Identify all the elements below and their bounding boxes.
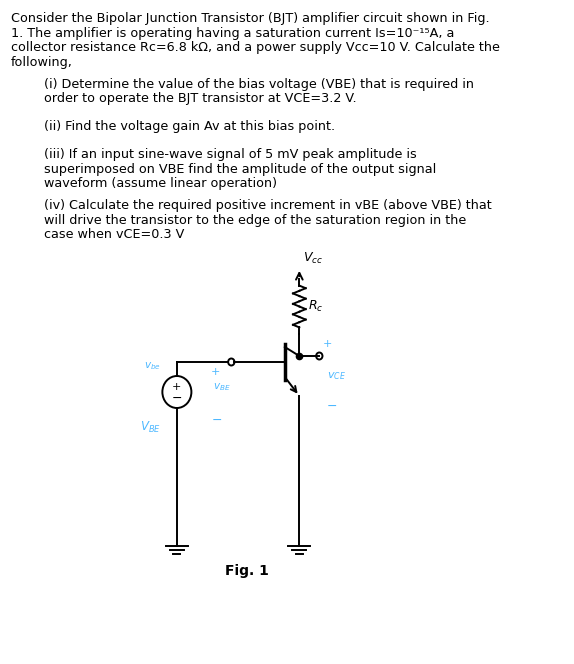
Text: (ii) Find the voltage gain Av at this bias point.: (ii) Find the voltage gain Av at this bi…: [44, 120, 335, 133]
Text: superimposed on VBE find the amplitude of the output signal: superimposed on VBE find the amplitude o…: [44, 163, 436, 175]
Circle shape: [316, 353, 323, 359]
Text: will drive the transistor to the edge of the saturation region in the: will drive the transistor to the edge of…: [44, 214, 466, 226]
Text: $V_{cc}$: $V_{cc}$: [303, 251, 323, 266]
Text: −: −: [327, 400, 337, 412]
Text: $v_{BE}$: $v_{BE}$: [213, 381, 231, 393]
Text: collector resistance Rc=6.8 kΩ, and a power supply Vcc=10 V. Calculate the: collector resistance Rc=6.8 kΩ, and a po…: [11, 41, 500, 54]
Text: +: +: [210, 367, 220, 377]
Text: −: −: [211, 414, 222, 426]
Text: waveform (assume linear operation): waveform (assume linear operation): [44, 177, 277, 190]
Text: $v_{be}$: $v_{be}$: [144, 360, 161, 372]
Text: +: +: [323, 339, 332, 349]
Text: (iii) If an input sine-wave signal of 5 mV peak amplitude is: (iii) If an input sine-wave signal of 5 …: [44, 148, 416, 161]
Text: $R_c$: $R_c$: [308, 299, 324, 314]
Text: +: +: [172, 382, 181, 392]
Text: Fig. 1: Fig. 1: [225, 564, 269, 578]
Text: $V_{BE}$: $V_{BE}$: [139, 420, 161, 435]
Text: (i) Determine the value of the bias voltage (VBE) that is required in: (i) Determine the value of the bias volt…: [44, 78, 474, 90]
Text: −: −: [172, 392, 182, 404]
Circle shape: [228, 359, 235, 365]
Text: order to operate the BJT transistor at VCE=3.2 V.: order to operate the BJT transistor at V…: [44, 92, 356, 105]
Text: $v_{CE}$: $v_{CE}$: [327, 370, 346, 382]
Text: 1. The amplifier is operating having a saturation current Is=10⁻¹⁵A, a: 1. The amplifier is operating having a s…: [11, 27, 454, 39]
Text: case when vCE=0.3 V: case when vCE=0.3 V: [44, 228, 184, 241]
Text: (iv) Calculate the required positive increment in vBE (above VBE) that: (iv) Calculate the required positive inc…: [44, 199, 491, 212]
Text: following,: following,: [11, 56, 73, 68]
Text: Consider the Bipolar Junction Transistor (BJT) amplifier circuit shown in Fig.: Consider the Bipolar Junction Transistor…: [11, 12, 490, 25]
